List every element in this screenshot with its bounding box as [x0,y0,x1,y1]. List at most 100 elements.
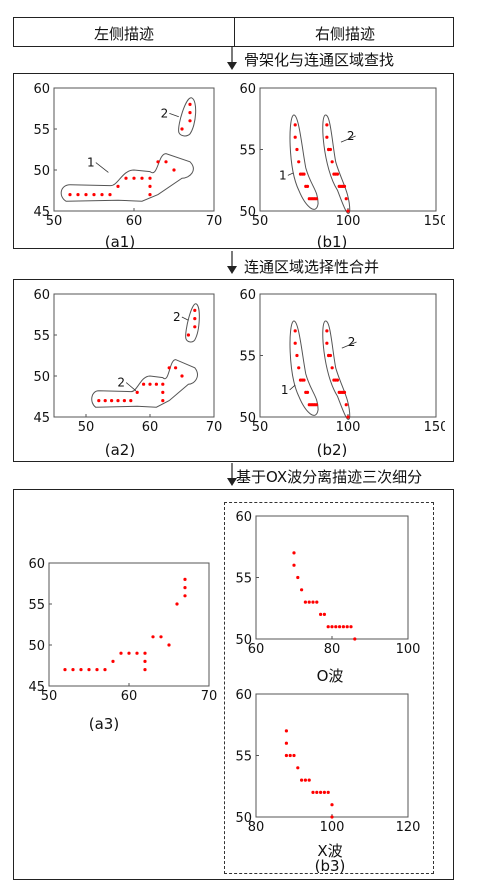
data-point [346,415,350,419]
component-outline [178,97,197,137]
data-point [293,329,297,333]
data-point [353,637,357,641]
x-tick-label: 50 [41,689,58,704]
x-tick-label: 100 [320,820,345,835]
data-point [143,659,147,663]
data-point [330,815,334,819]
data-point [186,333,190,337]
data-point [300,778,304,782]
data-point [344,197,348,201]
data-point [303,600,307,604]
component-outline [322,320,351,420]
data-point [326,625,330,629]
chart-a2: 50 60 70 45 50 55 60 2 2 [33,288,222,435]
data-point [346,209,350,213]
plot-frame [255,515,409,640]
data-point [97,399,101,403]
data-point [79,668,83,672]
data-point [143,668,147,672]
data-point [325,329,329,333]
data-point [319,790,323,794]
y-tick-label: 60 [235,510,252,525]
data-point [71,668,75,672]
caption-a2: (a2) [104,441,136,459]
data-point [325,341,329,345]
data-point [156,160,160,164]
data-point [180,374,184,378]
data-point [302,172,306,176]
data-point [284,729,288,733]
data-point [143,651,147,655]
data-point [345,625,349,629]
data-point [110,399,114,403]
y-tick-label: 45 [33,205,50,220]
data-point [293,123,297,127]
data-point [129,399,133,403]
y-tick-label: 55 [235,572,252,587]
data-point [325,135,329,139]
data-point [148,382,152,386]
chart-b1: 50 100 150 50 55 60 1 2 [239,82,445,229]
data-point [188,102,192,106]
data-point [322,790,326,794]
data-point [142,382,146,386]
data-point [302,378,306,382]
data-point [161,390,165,394]
x-tick-label: 60 [248,642,265,657]
x-tick-label: 100 [396,642,421,657]
data-point [311,600,315,604]
data-point [100,193,104,197]
y-tick-label: 55 [239,144,256,159]
x-tick-label: 60 [126,214,143,229]
data-point [108,193,112,197]
data-point [183,577,187,581]
down-arrow-icon [227,251,237,274]
data-point [183,586,187,590]
component-label: 2 [347,129,355,143]
data-point [292,753,296,758]
data-point [119,651,123,655]
down-arrow-icon [227,463,237,486]
y-tick-label: 55 [239,350,256,365]
data-point [319,612,323,616]
data-point [76,193,80,197]
data-point [305,390,310,394]
caption-a1: (a1) [104,233,136,251]
data-point [148,176,152,180]
data-point [325,123,329,127]
component-label: 2 [348,335,356,349]
x-tick-label: 80 [324,642,341,657]
data-point [328,353,332,358]
data-point [335,172,340,176]
data-point [307,778,311,782]
data-point [116,184,120,188]
x-tick-label: 60 [121,689,138,704]
y-tick-label: 45 [28,680,45,695]
data-point [174,366,178,370]
data-point [314,197,318,201]
data-point [172,168,176,172]
plot-frame [259,87,437,212]
label-leader [125,382,137,392]
x-tick-label: 150 [424,214,445,229]
data-point [292,563,296,567]
data-point [292,551,296,555]
data-point [116,399,120,403]
header-divider [234,18,235,46]
component-outline [322,114,351,214]
plot-frame [255,693,409,818]
data-point [295,147,299,152]
component-label: 1 [281,383,289,397]
data-point [63,668,67,672]
y-tick-label: 50 [235,811,252,826]
data-point [284,753,288,758]
y-tick-label: 55 [235,750,252,765]
caption-b3: (b3) [314,857,346,875]
y-tick-label: 60 [33,82,50,97]
label-leader [181,316,189,321]
data-point [111,659,115,663]
data-point [84,193,88,197]
caption-b1: (b1) [316,233,348,251]
data-point [193,325,197,329]
y-tick-label: 55 [33,123,50,138]
